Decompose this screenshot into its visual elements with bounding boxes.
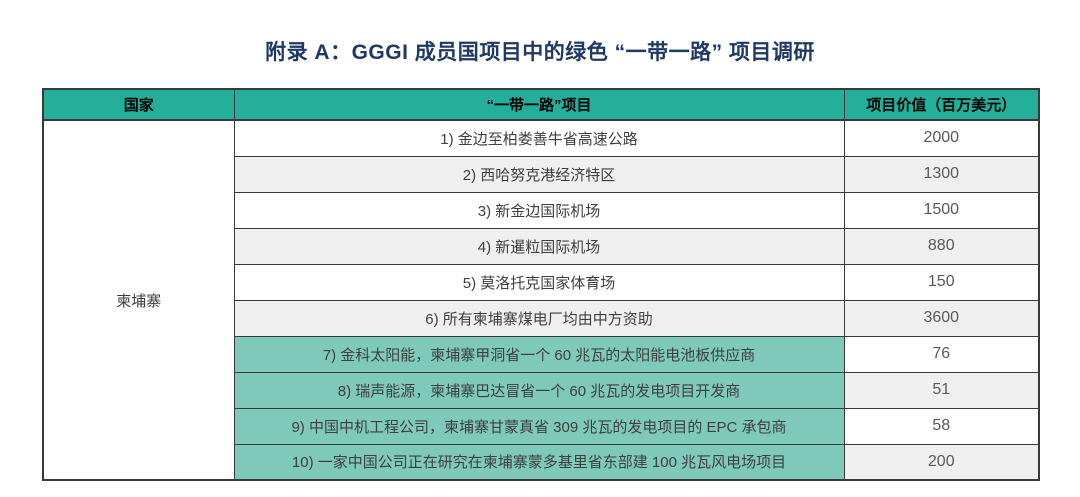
table-row: 6) 所有柬埔寨煤电厂均由中方资助 3600 <box>43 299 1040 337</box>
value-cell: 3600 <box>843 299 1040 337</box>
table-row: 8) 瑞声能源，柬埔寨巴达冒省一个 60 兆瓦的发电项目开发商 51 <box>43 371 1040 409</box>
table-row: 5) 莫洛托克国家体育场 150 <box>43 263 1040 301</box>
header-value: 项目价值（百万美元） <box>843 88 1040 121</box>
value-cell: 1500 <box>843 191 1040 229</box>
project-cell: 10) 一家中国公司正在研究在柬埔寨蒙多基里省东部建 100 兆瓦风电场项目 <box>233 443 845 481</box>
value-cell: 51 <box>843 371 1040 409</box>
belt-road-projects-table: 国家 “一带一路”项目 项目价值（百万美元） 柬埔寨 1) 金边至柏娄善牛省高速公… <box>42 88 1040 481</box>
table-body: 柬埔寨 1) 金边至柏娄善牛省高速公路 2000 2) 西哈努克港经济特区 1300 3)… <box>42 119 1040 481</box>
value-cell: 2000 <box>843 119 1040 157</box>
table-row: 2) 西哈努克港经济特区 1300 <box>43 155 1040 193</box>
value-cell: 1300 <box>843 155 1040 193</box>
project-cell: 7) 金科太阳能，柬埔寨甲洞省一个 60 兆瓦的太阳能电池板供应商 <box>233 335 845 373</box>
project-cell: 9) 中国中机工程公司，柬埔寨甘蒙真省 309 兆瓦的发电项目的 EPC 承包商 <box>233 407 845 445</box>
project-cell: 4) 新暹粒国际机场 <box>233 227 845 265</box>
value-cell: 200 <box>843 443 1040 481</box>
project-cell: 8) 瑞声能源，柬埔寨巴达冒省一个 60 兆瓦的发电项目开发商 <box>233 371 845 409</box>
table-row: 7) 金科太阳能，柬埔寨甲洞省一个 60 兆瓦的太阳能电池板供应商 76 <box>43 335 1040 373</box>
project-cell: 1) 金边至柏娄善牛省高速公路 <box>233 119 845 157</box>
project-cell: 3) 新金边国际机场 <box>233 191 845 229</box>
value-cell: 150 <box>843 263 1040 301</box>
header-project: “一带一路”项目 <box>233 88 845 121</box>
project-cell: 2) 西哈努克港经济特区 <box>233 155 845 193</box>
table-header-row: 国家 “一带一路”项目 项目价值（百万美元） <box>42 88 1040 121</box>
project-cell: 5) 莫洛托克国家体育场 <box>233 263 845 301</box>
table-row: 10) 一家中国公司正在研究在柬埔寨蒙多基里省东部建 100 兆瓦风电场项目 20… <box>43 443 1040 481</box>
value-cell: 880 <box>843 227 1040 265</box>
table-row: 9) 中国中机工程公司，柬埔寨甘蒙真省 309 兆瓦的发电项目的 EPC 承包商… <box>43 407 1040 445</box>
table-row: 柬埔寨 1) 金边至柏娄善牛省高速公路 2000 <box>42 119 1040 481</box>
value-cell: 76 <box>843 335 1040 373</box>
country-cell: 柬埔寨 <box>42 119 235 481</box>
header-country: 国家 <box>42 88 235 121</box>
table-row: 4) 新暹粒国际机场 880 <box>43 227 1040 265</box>
value-cell: 58 <box>843 407 1040 445</box>
page-title: 附录 A：GGGI 成员国项目中的绿色 “一带一路” 项目调研 <box>265 41 815 64</box>
appendix-table-container: 国家 “一带一路”项目 项目价值（百万美元） 柬埔寨 1) 金边至柏娄善牛省高速公… <box>42 88 1040 481</box>
project-cell: 6) 所有柬埔寨煤电厂均由中方资助 <box>233 299 845 337</box>
